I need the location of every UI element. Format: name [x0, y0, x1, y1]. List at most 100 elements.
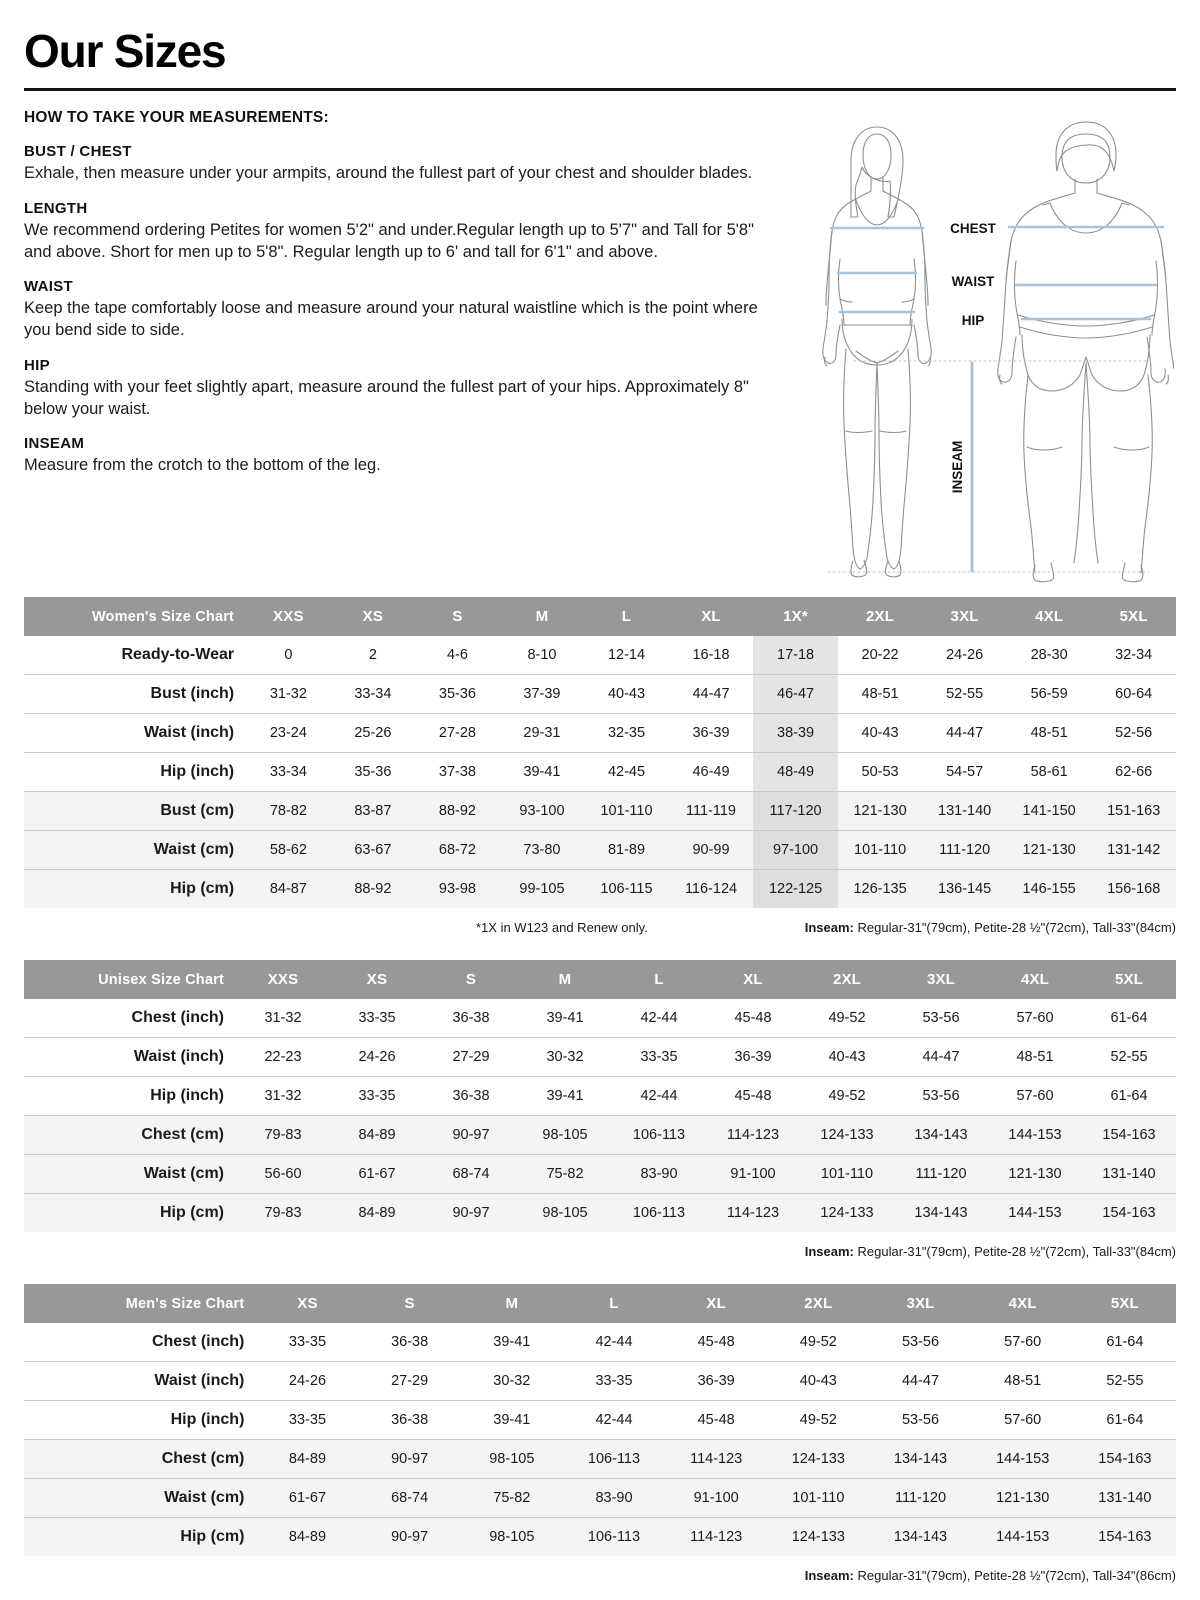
cell: 61-64: [1110, 1010, 1148, 1026]
cell: 131-140: [1073, 1478, 1176, 1518]
row-label: Chest (cm): [24, 1439, 257, 1479]
row-label: Waist (inch): [24, 713, 247, 753]
instruction-hip: HIP Standing with your feet slightly apa…: [24, 357, 784, 421]
cell: 124-133: [767, 1517, 870, 1556]
column-header-2xl: 2XL: [800, 960, 894, 999]
cell: 35-36: [415, 674, 500, 714]
cell: 61-64: [1082, 1076, 1176, 1116]
table-row: Bust (inch) 31-32 33-34 35-36 37-39 40-4…: [24, 674, 1176, 714]
chest-label: CHEST: [950, 221, 997, 236]
cell: 48-51: [988, 1037, 1082, 1077]
footnote-1x-note: *1X in W123 and Renew only.: [476, 920, 648, 935]
unisex-table-body: Chest (inch) 31-32 33-35 36-38 39-41 42-…: [24, 999, 1176, 1232]
cell: 16-18: [692, 647, 730, 663]
cell: 48-51: [1006, 713, 1092, 753]
table-row: Waist (inch) 22-23 24-26 27-29 30-32 33-…: [24, 1037, 1176, 1077]
table-row: Hip (cm) 79-83 84-89 90-97 98-105 106-11…: [24, 1193, 1176, 1232]
cell: 53-56: [869, 1400, 972, 1440]
cell: 40-43: [837, 713, 923, 753]
cell: 36-38: [424, 1076, 518, 1116]
instruction-body: Keep the tape comfortably loose and meas…: [24, 299, 758, 340]
column-header-3xl: 3XL: [894, 960, 988, 999]
cell: 36-39: [668, 713, 754, 753]
row-label: Waist (cm): [24, 1478, 257, 1518]
cell: 48-49: [753, 752, 838, 792]
cell: 114-123: [665, 1439, 768, 1479]
row-label: Chest (inch): [151, 1333, 245, 1350]
column-header-2xl: 2XL: [767, 1284, 870, 1323]
cell: 136-145: [922, 869, 1007, 908]
cell: 33-35: [562, 1361, 666, 1401]
cell: 84-89: [330, 1115, 424, 1155]
cell: 44-47: [668, 674, 754, 714]
column-header-1x: 1X*: [753, 597, 838, 636]
row-label: Waist (inch): [24, 1361, 257, 1401]
column-header-s: S: [424, 960, 518, 999]
table-row: Chest (cm) 84-89 90-97 98-105 106-113 11…: [24, 1439, 1176, 1479]
cell: 24-26: [256, 1361, 359, 1401]
instruction-body: Standing with your feet slightly apart, …: [24, 377, 749, 418]
cell: 30-32: [460, 1361, 563, 1401]
cell: 134-143: [894, 1115, 988, 1155]
footnote-inseam-label: Inseam:: [804, 1244, 854, 1259]
cell: 39-41: [460, 1400, 563, 1440]
howto-heading: HOW TO TAKE YOUR MEASUREMENTS:: [24, 109, 329, 126]
table-row: Ready-to-Wear 0 2 4-6 8-10 12-14 16-18 1…: [24, 636, 1176, 675]
cell: 101-110: [767, 1478, 870, 1518]
row-label: Hip (cm): [24, 869, 247, 908]
cell: 42-44: [595, 1334, 633, 1350]
column-header-l: L: [584, 597, 669, 636]
cell: 122-125: [753, 869, 838, 908]
cell: 88-92: [415, 791, 500, 831]
unisex-size-chart-block: Unisex Size Chart XXS XS S M L XL 2XL 3X…: [24, 960, 1176, 1270]
cell: 99-105: [499, 869, 585, 908]
measurement-instructions: HOW TO TAKE YOUR MEASUREMENTS: BUST / CH…: [24, 109, 784, 492]
cell: 33-35: [612, 1037, 706, 1077]
cell: 50-53: [837, 752, 923, 792]
cell: 17-18: [753, 636, 838, 675]
cell: 124-133: [800, 1193, 894, 1232]
waist-label: WAIST: [952, 274, 996, 289]
cell: 33-35: [330, 1076, 424, 1116]
cell: 35-36: [330, 752, 416, 792]
column-header-xxs: XXS: [246, 597, 331, 636]
cell: 101-110: [584, 791, 669, 831]
cell: 23-24: [246, 713, 331, 753]
cell: 63-67: [330, 830, 416, 870]
cell: 111-119: [668, 791, 754, 831]
cell: 46-47: [753, 674, 838, 714]
cell: 154-163: [1082, 1193, 1176, 1232]
column-header-3xl: 3XL: [922, 597, 1007, 636]
cell: 90-97: [424, 1115, 518, 1155]
cell: 79-83: [236, 1115, 330, 1155]
instruction-heading: LENGTH: [24, 199, 88, 217]
cell: 106-113: [562, 1439, 666, 1479]
cell: 2: [368, 647, 377, 663]
cell: 131-140: [1082, 1154, 1176, 1194]
cell: 45-48: [706, 1076, 800, 1116]
cell: 101-110: [800, 1154, 894, 1194]
cell: 31-32: [236, 1076, 330, 1116]
cell: 114-123: [706, 1115, 800, 1155]
cell: 53-56: [901, 1334, 940, 1350]
cell: 93-100: [499, 791, 585, 831]
table-row: Waist (inch) 24-26 27-29 30-32 33-35 36-…: [24, 1361, 1176, 1401]
row-label: Chest (cm): [24, 1115, 236, 1155]
cell: 49-52: [828, 1010, 866, 1026]
cell: 90-97: [358, 1517, 461, 1556]
cell: 98-105: [518, 1115, 612, 1155]
row-label: Hip (cm): [24, 1193, 236, 1232]
cell: 124-133: [767, 1439, 870, 1479]
cell: 40-43: [767, 1361, 870, 1401]
cell: 33-35: [288, 1334, 327, 1350]
instruction-length: LENGTH We recommend ordering Petites for…: [24, 200, 784, 264]
unisex-table-footnotes: Inseam: Regular-31"(79cm), Petite-28 ½"(…: [24, 1240, 1176, 1270]
instruction-heading: INSEAM: [24, 435, 85, 453]
cell: 20-22: [861, 647, 899, 663]
cell: 111-120: [922, 830, 1007, 870]
row-label: Chest (inch): [131, 1009, 224, 1026]
column-header-xl: XL: [668, 597, 754, 636]
footnote-inseam-text: Regular-31"(79cm), Petite-28 ½"(72cm), T…: [853, 920, 1177, 935]
column-header-xs: XS: [256, 1284, 359, 1323]
